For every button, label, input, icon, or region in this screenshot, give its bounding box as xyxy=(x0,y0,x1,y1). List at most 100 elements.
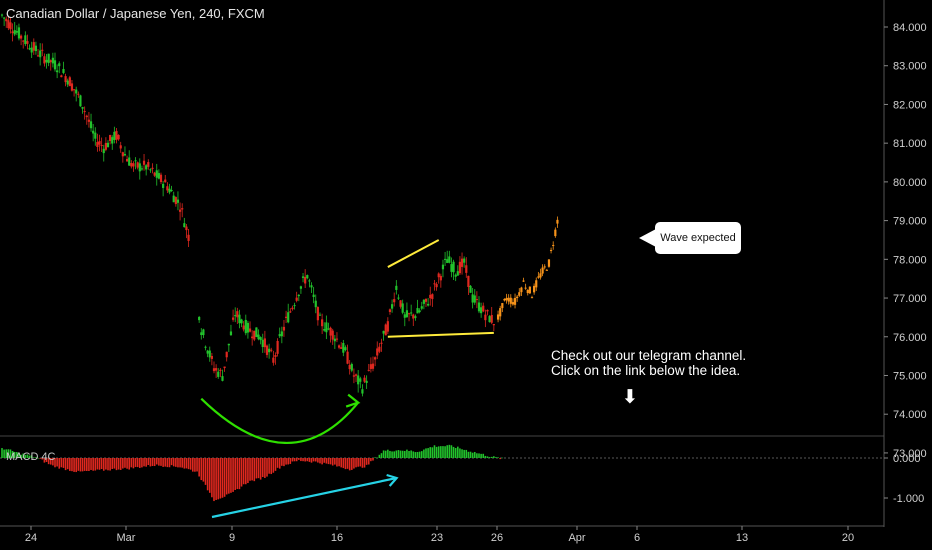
candle-body xyxy=(388,309,392,312)
candle-body xyxy=(295,297,298,301)
macd-bar xyxy=(363,458,366,468)
macd-bar xyxy=(338,458,340,467)
candle-body xyxy=(278,334,281,337)
macd-bar xyxy=(49,458,52,465)
candle-body xyxy=(486,309,489,312)
projection-candle xyxy=(528,286,531,294)
macd-bar xyxy=(75,458,77,473)
macd-bar xyxy=(64,458,67,471)
candle-body xyxy=(448,256,451,263)
macd-bar xyxy=(215,458,217,500)
projection-candle xyxy=(511,302,515,305)
candle-body xyxy=(142,160,146,165)
candle-body xyxy=(342,342,345,353)
candle-body xyxy=(380,342,383,344)
candle-body xyxy=(81,107,84,109)
candle-body xyxy=(291,307,294,310)
time-axis-label: 24 xyxy=(25,532,37,544)
candle-body xyxy=(210,355,213,359)
macd-bar xyxy=(342,458,345,469)
macd-bar xyxy=(143,458,145,467)
macd-bar xyxy=(20,454,22,458)
macd-bar xyxy=(126,458,128,469)
macd-bar xyxy=(221,458,224,498)
macd-bar xyxy=(172,458,175,467)
telegram-note: Check out our telegram channel. Click on… xyxy=(551,348,746,378)
candle-body xyxy=(9,22,12,30)
projection-candle xyxy=(509,297,512,304)
projection-candle xyxy=(524,287,527,289)
candle-body xyxy=(22,40,25,42)
macd-bar xyxy=(410,450,412,458)
macd-bar xyxy=(151,458,154,466)
candle-body xyxy=(115,130,118,140)
candle-body xyxy=(454,274,457,277)
candle-body xyxy=(253,330,256,340)
macd-bar xyxy=(136,458,139,468)
macd-bar xyxy=(58,458,61,469)
macd-bar xyxy=(348,458,351,471)
macd-bar xyxy=(242,458,245,485)
candle-body xyxy=(310,285,313,288)
macd-bar xyxy=(204,458,207,485)
macd-bar xyxy=(196,458,198,472)
macd-bar xyxy=(357,458,359,467)
candle-body xyxy=(314,300,317,308)
candle-body xyxy=(439,275,442,281)
macd-bar xyxy=(177,458,179,468)
projection-candle xyxy=(507,297,510,302)
macd-bar xyxy=(35,457,37,458)
candle-body xyxy=(369,364,372,369)
candle-body xyxy=(297,294,300,297)
wave-expected-callout[interactable]: Wave expected xyxy=(655,222,741,254)
candle-body xyxy=(157,173,160,179)
macd-bar xyxy=(480,453,482,458)
candle-body xyxy=(424,298,428,302)
macd-bar xyxy=(259,458,262,480)
candle-body xyxy=(168,188,171,193)
candle-body xyxy=(265,345,269,355)
macd-axis-label: -1.000 xyxy=(893,493,924,505)
time-axis-label: 16 xyxy=(331,532,343,544)
macd-bar xyxy=(247,458,249,484)
candle-body xyxy=(202,329,205,336)
time-axis-label: 6 xyxy=(634,532,640,544)
candle-body xyxy=(246,322,250,333)
macd-bar xyxy=(158,458,160,466)
projection-candle xyxy=(530,297,534,299)
candle-body xyxy=(331,330,334,340)
macd-bar xyxy=(420,451,423,458)
macd-bar xyxy=(94,458,97,471)
macd-bar xyxy=(374,457,376,458)
price-axis-label: 80.000 xyxy=(893,177,927,189)
macd-bar xyxy=(452,446,455,458)
price-axis-label: 81.000 xyxy=(893,138,927,150)
candle-body xyxy=(401,303,404,313)
macd-indicator-label[interactable]: MACD 4C xyxy=(6,451,56,463)
macd-bar xyxy=(463,449,465,458)
macd-bar xyxy=(310,458,313,463)
candle-body xyxy=(371,363,375,369)
macd-bar xyxy=(306,458,309,462)
macd-bar xyxy=(122,458,124,469)
macd-bar xyxy=(88,458,90,471)
macd-bar xyxy=(281,458,283,466)
macd-bar xyxy=(211,458,213,498)
macd-bar xyxy=(467,451,470,458)
candle-body xyxy=(420,306,423,309)
candle-body xyxy=(106,142,110,148)
macd-bar xyxy=(232,458,234,492)
macd-bar xyxy=(393,451,395,458)
time-axis-label: 13 xyxy=(736,532,748,544)
candle-body xyxy=(100,145,103,147)
candle-body xyxy=(13,30,16,35)
candle-body xyxy=(96,142,99,147)
macd-bar xyxy=(200,458,203,481)
macd-bar xyxy=(225,458,228,495)
macd-bar xyxy=(382,450,385,458)
candle-body xyxy=(435,284,438,288)
candle-body xyxy=(204,346,207,348)
candle-body xyxy=(162,183,165,188)
macd-bar xyxy=(493,456,495,458)
